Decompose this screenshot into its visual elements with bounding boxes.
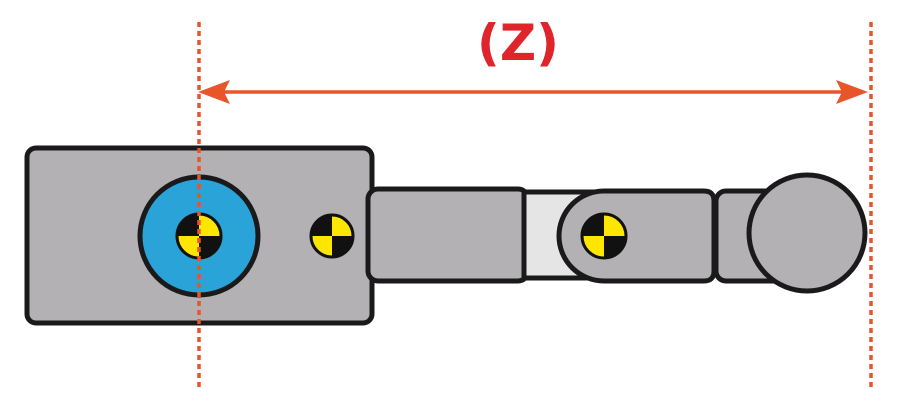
crash-test-target-icon <box>309 213 355 259</box>
dimension-arrow-head-right <box>836 80 868 104</box>
dimension-arrow-head-left <box>198 80 230 104</box>
crash-test-target-icon <box>580 212 628 260</box>
dimension-label: (Z) <box>477 14 559 72</box>
double-headed-arrow-icon <box>198 80 868 104</box>
end-ball <box>746 172 868 294</box>
arm-segment-1 <box>365 186 531 284</box>
